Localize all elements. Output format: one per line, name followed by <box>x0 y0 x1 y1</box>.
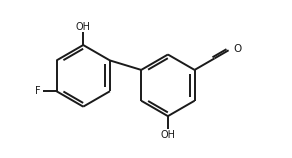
Text: F: F <box>35 86 41 96</box>
Text: O: O <box>233 44 241 54</box>
Text: OH: OH <box>160 130 175 140</box>
Text: OH: OH <box>76 22 91 32</box>
